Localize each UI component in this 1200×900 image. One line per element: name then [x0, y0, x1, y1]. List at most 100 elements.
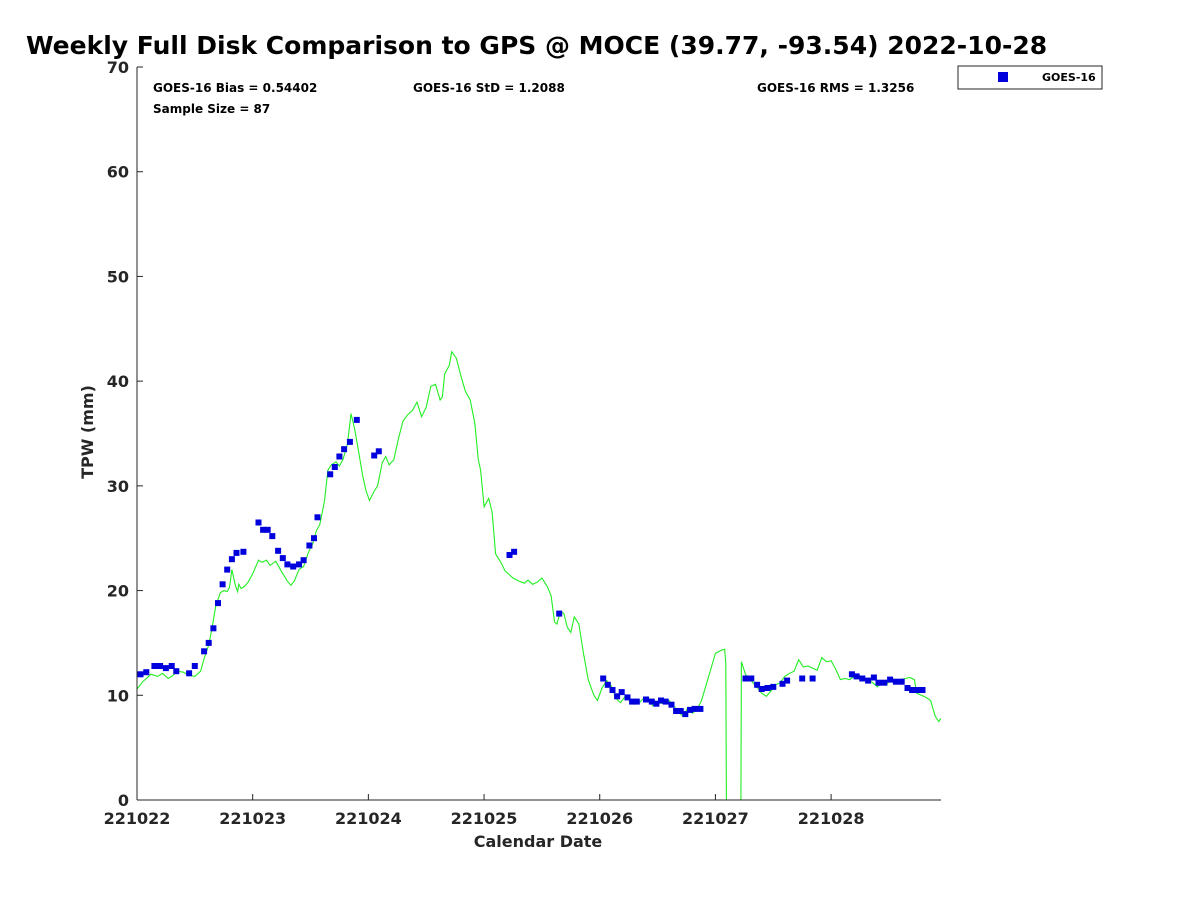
x-tick-label-5: 221027 — [682, 809, 749, 828]
goes16-point-79 — [887, 676, 894, 683]
goes16-point-74 — [859, 675, 866, 682]
goes16-point-66 — [764, 685, 771, 691]
goes16-point-67 — [770, 683, 777, 690]
goes16-point-43 — [604, 681, 611, 688]
goes16-point-25 — [290, 563, 297, 570]
goes16-point-36 — [353, 416, 360, 423]
goes16-point-29 — [311, 535, 317, 542]
y-tick-label-30: 30 — [107, 477, 129, 496]
goes16-point-19 — [260, 526, 267, 533]
plot-area — [137, 350, 941, 800]
goes16-point-28 — [306, 542, 313, 549]
y-tick-label-50: 50 — [107, 267, 129, 286]
legend-box — [957, 65, 1103, 90]
goes16-point-57 — [677, 708, 684, 714]
goes16-point-21 — [269, 533, 276, 540]
goes16-point-42 — [600, 675, 607, 682]
goes16-point-32 — [331, 464, 338, 470]
goes16-point-1 — [143, 669, 150, 676]
y-axis-label: TPW (mm) — [78, 385, 97, 479]
y-tick-label-20: 20 — [107, 582, 129, 601]
goes16-point-10 — [205, 639, 212, 646]
rms-annotation: GOES-16 RMS = 1.3256 — [757, 81, 914, 95]
axes: 0 10 20 30 40 50 60 70 221022 221023 221024 221025 2… — [104, 58, 941, 828]
y-tick-label-10: 10 — [107, 686, 129, 705]
goes16-point-48 — [629, 698, 636, 705]
goes16-point-70 — [799, 675, 806, 682]
goes16-point-49 — [633, 698, 640, 705]
gps-series-line — [137, 350, 941, 800]
goes16-point-15 — [228, 556, 235, 563]
goes16-point-6 — [173, 668, 180, 675]
goes16-point-34 — [341, 446, 348, 453]
goes16-point-62 — [742, 675, 749, 682]
legend-marker-goes16 — [998, 72, 1008, 82]
legend: GOES-16 — [957, 65, 1103, 90]
goes16-point-71 — [809, 675, 816, 682]
x-tick-label-4: 221026 — [566, 809, 633, 828]
goes16-point-31 — [327, 471, 334, 478]
x-tick-label-1: 221023 — [219, 809, 286, 828]
goes16-point-16 — [233, 549, 240, 556]
goes16-point-40 — [511, 548, 518, 555]
goes16-point-4 — [162, 665, 169, 672]
goes16-point-61 — [697, 705, 704, 712]
goes16-point-2 — [151, 663, 158, 669]
y-tick-label-60: 60 — [107, 163, 129, 182]
goes16-point-68 — [779, 680, 786, 687]
goes16-point-12 — [215, 600, 221, 607]
goes16-point-26 — [296, 561, 302, 568]
y-tick-label-70: 70 — [107, 58, 129, 77]
goes16-point-7 — [186, 670, 193, 677]
goes16-point-9 — [201, 648, 208, 655]
goes16-point-39 — [506, 552, 513, 558]
goes16-point-52 — [653, 700, 660, 707]
goes16-point-59 — [687, 706, 693, 713]
goes16-point-5 — [168, 663, 175, 669]
x-tick-label-3: 221025 — [451, 809, 518, 828]
goes16-point-30 — [314, 514, 321, 521]
y-tick-label-40: 40 — [107, 372, 129, 391]
goes16-point-33 — [336, 453, 343, 460]
goes16-point-55 — [668, 701, 675, 708]
goes16-point-24 — [284, 561, 291, 568]
bias-annotation: GOES-16 Bias = 0.54402 — [153, 81, 317, 95]
goes16-point-60 — [691, 705, 698, 712]
goes16-point-65 — [758, 686, 765, 692]
goes16-point-80 — [892, 678, 899, 685]
goes16-point-50 — [643, 696, 649, 703]
goes16-point-37 — [371, 452, 378, 459]
std-annotation: GOES-16 StD = 1.2088 — [413, 81, 565, 95]
goes16-point-84 — [914, 687, 921, 693]
x-tick-label-0: 221022 — [104, 809, 171, 828]
x-axis-label: Calendar Date — [474, 832, 603, 851]
goes16-point-27 — [300, 557, 307, 564]
goes16-point-22 — [275, 547, 282, 554]
x-tick-label-2: 221024 — [335, 809, 402, 828]
goes16-point-83 — [909, 687, 916, 693]
goes16-point-76 — [870, 674, 877, 681]
goes16-point-58 — [682, 711, 689, 718]
goes16-point-14 — [224, 566, 231, 573]
x-tick-label-6: 221028 — [798, 809, 865, 828]
goes16-point-41 — [556, 610, 563, 617]
goes16-point-85 — [919, 687, 926, 693]
goes16-point-44 — [609, 687, 616, 693]
chart-title: Weekly Full Disk Comparison to GPS @ MOC… — [26, 31, 1047, 60]
goes16-point-47 — [624, 694, 631, 701]
goes16-point-23 — [279, 555, 286, 562]
goes16-point-78 — [881, 679, 888, 686]
goes16-point-75 — [865, 677, 872, 684]
sample-size-annotation: Sample Size = 87 — [153, 102, 270, 116]
goes16-point-72 — [848, 671, 855, 678]
goes16-point-8 — [191, 663, 198, 669]
goes16-point-17 — [240, 548, 247, 555]
goes16-point-18 — [255, 519, 262, 526]
goes16-point-69 — [784, 677, 791, 684]
goes16-point-45 — [614, 693, 621, 700]
goes16-point-20 — [264, 526, 271, 533]
goes16-point-51 — [648, 698, 655, 705]
goes16-point-53 — [658, 697, 664, 704]
legend-label-goes16: GOES-16 — [1042, 71, 1096, 84]
